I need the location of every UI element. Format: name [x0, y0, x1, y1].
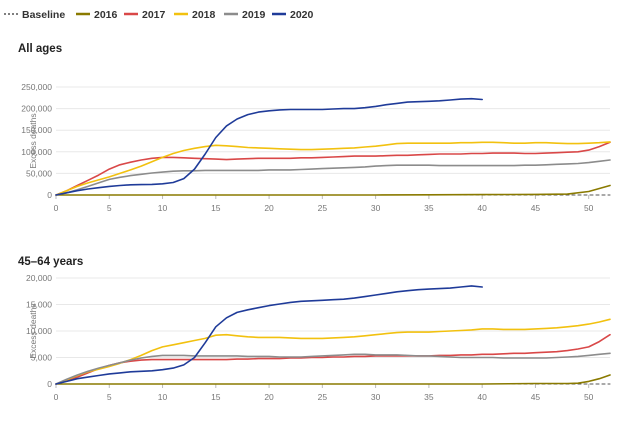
legend-label: Baseline — [22, 9, 65, 21]
legend-label: 2016 — [94, 9, 118, 21]
y-tick-label: 250,000 — [21, 82, 52, 92]
x-tick-label: 45 — [531, 203, 541, 213]
series-line-2020 — [55, 97, 483, 196]
x-tick-label: 50 — [584, 203, 594, 213]
x-tick-label: 15 — [211, 392, 221, 402]
x-tick-label: 35 — [424, 392, 434, 402]
series-line-2019 — [55, 352, 611, 385]
series-line-2017 — [55, 333, 611, 385]
x-tick-label: 15 — [211, 203, 221, 213]
x-tick-label: 30 — [371, 203, 381, 213]
legend-item-2018: 2018 — [174, 9, 216, 21]
x-tick-label: 45 — [531, 392, 541, 402]
panel-all-ages: All ages 0 50,000 100,000 150,000 200,000 250,… — [18, 43, 611, 213]
legend-item-baseline: Baseline — [4, 9, 65, 21]
x-tick-label: 25 — [318, 203, 328, 213]
legend: Baseline 2016 2017 2018 2019 2020 — [4, 9, 314, 21]
x-tick-label: 50 — [584, 392, 594, 402]
x-tick-label: 10 — [158, 203, 168, 213]
legend-label: 2017 — [142, 9, 166, 21]
series-line-2019 — [55, 159, 611, 196]
x-tick-label: 25 — [318, 392, 328, 402]
y-tick-label: 10,000 — [26, 326, 52, 336]
x-tick-label: 0 — [54, 392, 59, 402]
series-line-2020 — [55, 285, 483, 385]
panel-45-64-years: 45–64 years 0 5,000 10,000 15,000 20,000 0 5 10 1… — [18, 256, 611, 402]
x-tick-label: 40 — [477, 203, 487, 213]
y-tick-label: 50,000 — [26, 168, 52, 178]
x-tick-label: 20 — [264, 392, 274, 402]
x-tick-label: 10 — [158, 392, 168, 402]
legend-label: 2018 — [192, 9, 216, 21]
panel-title: 45–64 years — [18, 256, 83, 268]
series-line-2018 — [55, 141, 611, 196]
legend-label: 2019 — [242, 9, 266, 21]
y-axis-title: Excess deaths — [28, 113, 38, 168]
series-line-2016 — [55, 184, 611, 196]
y-tick-label: 0 — [47, 379, 52, 389]
series-line-2017 — [55, 141, 611, 196]
series-line-2016 — [55, 374, 611, 385]
y-tick-label: 5,000 — [31, 353, 53, 363]
x-tick-label: 0 — [54, 203, 59, 213]
x-tick-label: 20 — [264, 203, 274, 213]
y-tick-label: 0 — [47, 190, 52, 200]
y-tick-label: 150,000 — [21, 125, 52, 135]
x-tick-label: 5 — [107, 392, 112, 402]
y-tick-label: 20,000 — [26, 273, 52, 283]
panel-title: All ages — [18, 43, 62, 55]
legend-label: 2020 — [290, 9, 314, 21]
y-axis-title: Excess deaths — [28, 303, 38, 358]
legend-item-2019: 2019 — [224, 9, 266, 21]
legend-item-2020: 2020 — [272, 9, 314, 21]
x-tick-label: 40 — [477, 392, 487, 402]
legend-item-2016: 2016 — [76, 9, 118, 21]
legend-item-2017: 2017 — [124, 9, 166, 21]
x-tick-label: 35 — [424, 203, 434, 213]
x-tick-label: 30 — [371, 392, 381, 402]
y-tick-label: 15,000 — [26, 300, 52, 310]
x-tick-label: 5 — [107, 203, 112, 213]
y-tick-label: 200,000 — [21, 104, 52, 114]
y-tick-label: 100,000 — [21, 147, 52, 157]
series-line-2018 — [55, 318, 611, 385]
